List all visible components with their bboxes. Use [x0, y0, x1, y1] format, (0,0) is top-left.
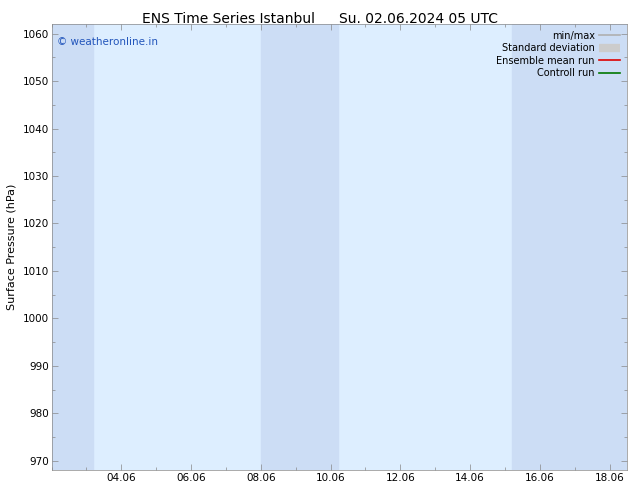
Legend: min/max, Standard deviation, Ensemble mean run, Controll run: min/max, Standard deviation, Ensemble me…	[495, 29, 622, 80]
Bar	[512, 24, 627, 470]
Y-axis label: Surface Pressure (hPa): Surface Pressure (hPa)	[7, 184, 17, 310]
Text: © weatheronline.in: © weatheronline.in	[57, 37, 158, 48]
Bar	[261, 24, 337, 470]
Text: ENS Time Series Istanbul: ENS Time Series Istanbul	[142, 12, 314, 26]
Bar	[51, 24, 93, 470]
Text: Su. 02.06.2024 05 UTC: Su. 02.06.2024 05 UTC	[339, 12, 498, 26]
